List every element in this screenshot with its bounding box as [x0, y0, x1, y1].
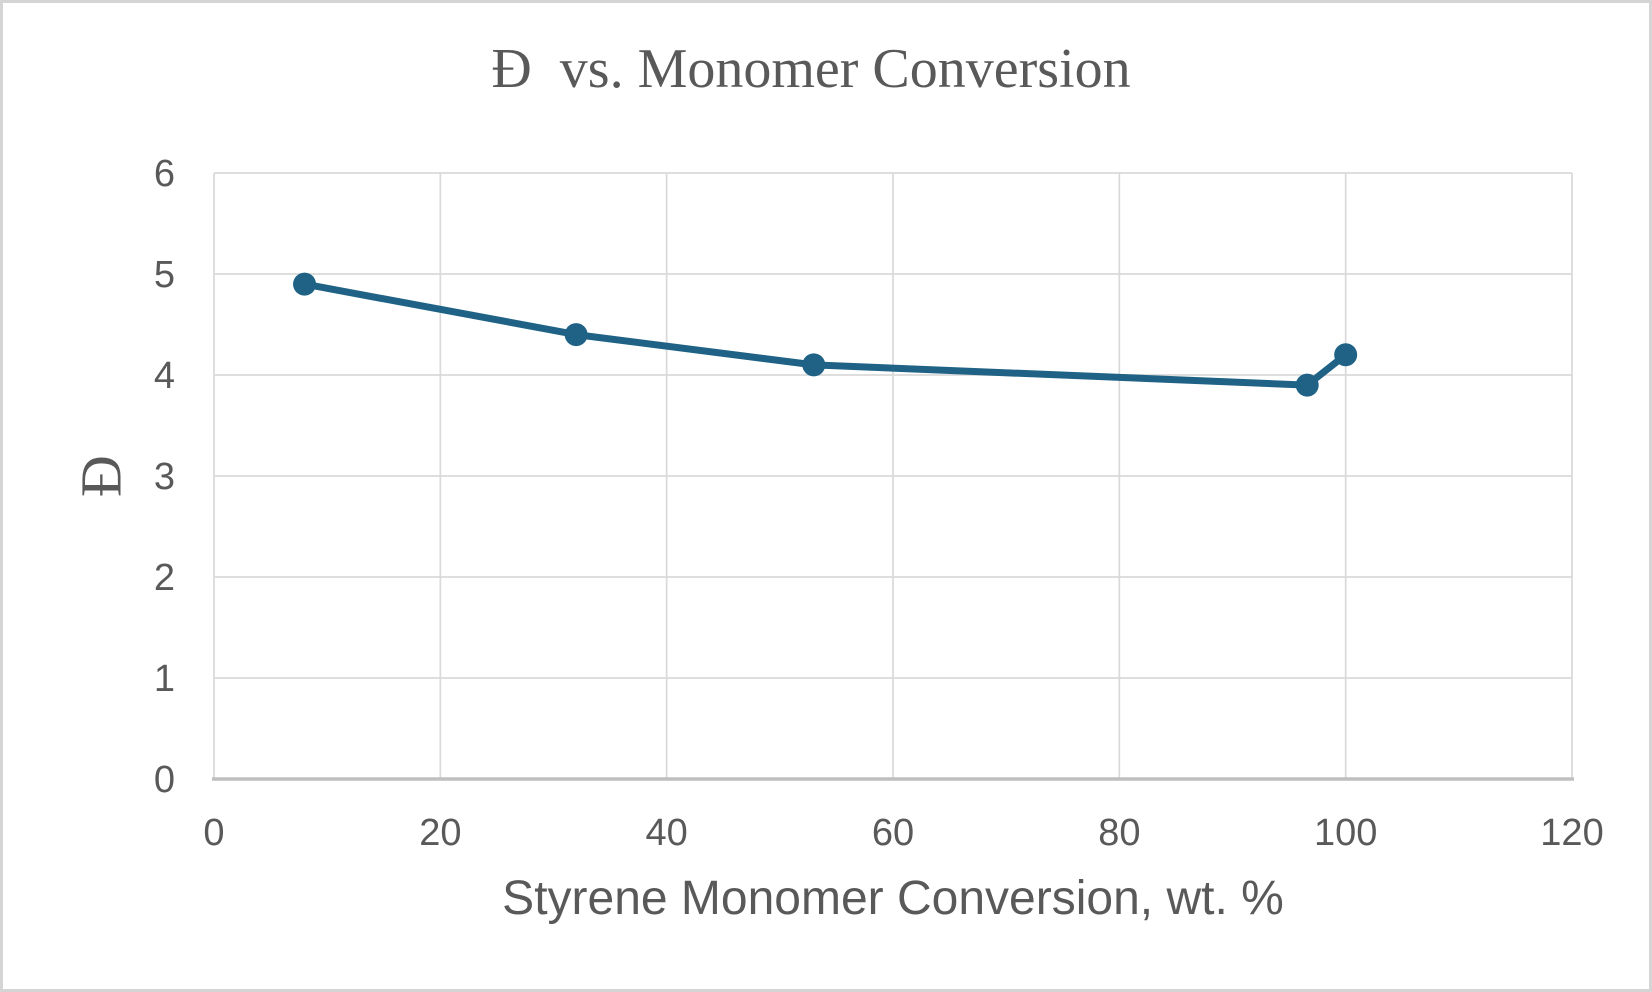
- data-point: [564, 323, 588, 347]
- y-tick-label: 3: [154, 456, 175, 498]
- x-tick-label: 120: [1540, 812, 1603, 854]
- data-point: [802, 353, 826, 377]
- data-point: [1295, 373, 1319, 397]
- series-line: [301, 280, 1350, 389]
- x-tick-label: 20: [419, 812, 461, 854]
- chart-title: Đ vs. Monomer Conversion: [491, 38, 1131, 100]
- y-tick-label: 1: [154, 658, 175, 700]
- y-tick-label: 0: [154, 759, 175, 801]
- x-tick-label: 100: [1314, 812, 1377, 854]
- plot-area: 0 20 40 60 80 100 120 0 1 2 3 4 5 6: [154, 153, 1604, 854]
- data-point: [293, 272, 317, 296]
- x-tick-label: 40: [646, 812, 688, 854]
- y-tick-label: 6: [154, 153, 175, 195]
- y-tick-label: 4: [154, 355, 175, 397]
- y-tick-label: 2: [154, 557, 175, 599]
- x-tick-label: 0: [203, 812, 224, 854]
- x-axis-title: Styrene Monomer Conversion, wt. %: [502, 872, 1284, 925]
- x-tick-label: 80: [1098, 812, 1140, 854]
- y-tick-label: 5: [154, 254, 175, 296]
- x-tick-label: 60: [872, 812, 914, 854]
- data-point: [1334, 343, 1358, 367]
